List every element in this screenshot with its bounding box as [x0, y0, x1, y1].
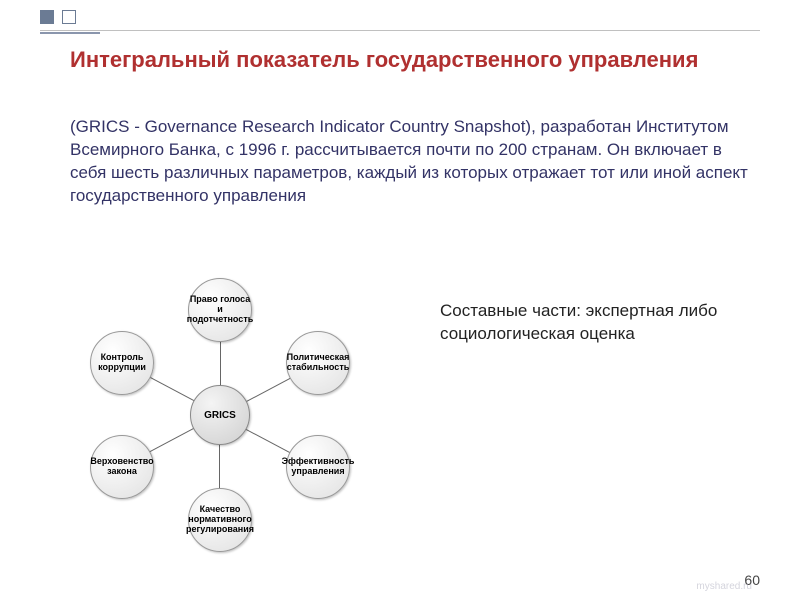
- diagram-node: Верховенствозакона: [90, 435, 154, 499]
- decor-line: [40, 30, 760, 31]
- decor-square-filled: [40, 10, 54, 24]
- slide-title: Интегральный показатель государственного…: [70, 46, 760, 74]
- decor-line-accent: [40, 32, 100, 34]
- diagram-node: Право голосаи подотчетность: [188, 278, 252, 342]
- watermark: myshared.ru: [696, 581, 752, 592]
- diagram-node: Контролькоррупции: [90, 331, 154, 395]
- grics-diagram: Право голосаи подотчетность Политическаяс…: [50, 260, 410, 570]
- decor-squares: [40, 10, 80, 28]
- diagram-node: Качествонормативногорегулирования: [188, 488, 252, 552]
- diagram-node: Эффективностьуправления: [286, 435, 350, 499]
- diagram-center-node: GRICS: [190, 385, 250, 445]
- slide-side-note: Составные части: экспертная либо социоло…: [440, 300, 750, 346]
- decor-square-empty: [62, 10, 76, 24]
- diagram-node: Политическаястабильность: [286, 331, 350, 395]
- slide-body-text: (GRICS - Governance Research Indicator C…: [70, 116, 750, 208]
